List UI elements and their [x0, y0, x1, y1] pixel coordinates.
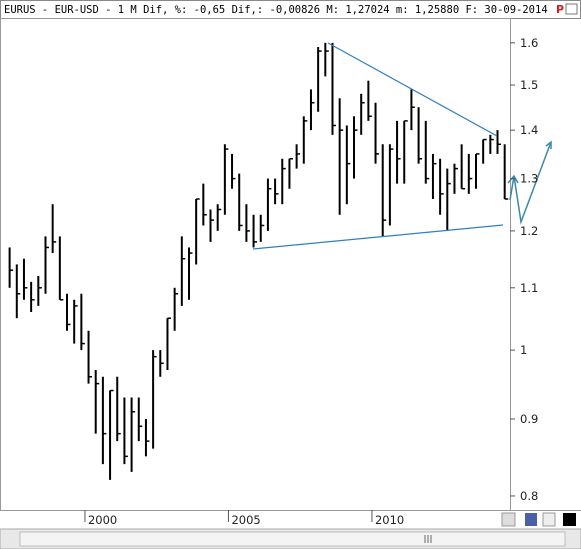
y-tick-label: 1.3 [520, 172, 538, 186]
y-tick-label: 1.1 [520, 281, 538, 295]
y-tick-label: 1.5 [520, 78, 538, 92]
y-tick-label: 0.9 [520, 412, 538, 426]
chart-title: EURUS - EUR-USD - 1 M Dif, %: -0,65 Dif,… [4, 4, 548, 16]
forecast-arrow [545, 140, 552, 149]
marks [8, 42, 509, 480]
y-tick-label: 1.2 [520, 224, 538, 238]
p-icon[interactable] [554, 3, 565, 15]
color-button[interactable] [563, 513, 576, 526]
forecast-path [509, 141, 552, 225]
y-tick-label: 0.8 [520, 489, 538, 503]
x-tick-label: 2000 [88, 513, 117, 527]
scroll-thumb[interactable] [19, 531, 566, 547]
x-tick-label: 2010 [375, 513, 404, 527]
forecast-arrow [507, 174, 519, 184]
close-button[interactable] [565, 3, 578, 15]
tool-button[interactable] [501, 512, 516, 527]
p-icon-label[interactable]: P [556, 3, 564, 16]
x-tick-label: 2005 [231, 513, 260, 527]
save-button[interactable] [525, 513, 537, 526]
lower-trendline [252, 224, 504, 250]
upper-trendline [327, 42, 498, 137]
y-tick-label: 1 [520, 343, 527, 357]
scroll-grip [424, 535, 432, 543]
y-tick-label: 1.6 [520, 36, 538, 50]
plot-area [0, 18, 511, 511]
pin-button[interactable] [542, 512, 556, 527]
y-tick-label: 1.4 [520, 123, 538, 137]
